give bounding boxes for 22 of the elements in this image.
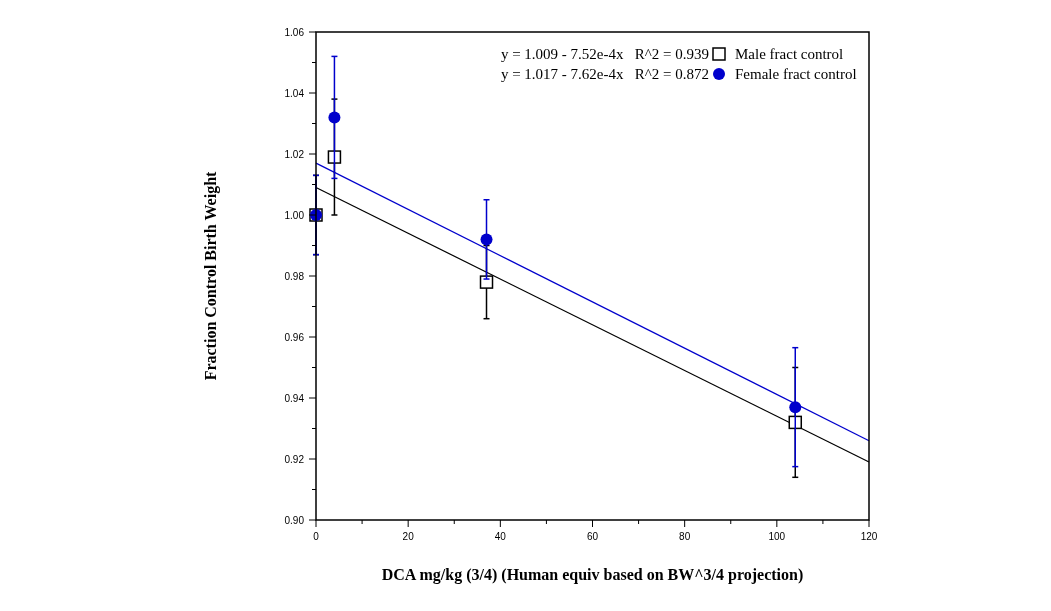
- y-tick-label: 1.04: [284, 87, 305, 99]
- y-tick-label: 0.94: [284, 392, 305, 404]
- x-tick-label: 120: [860, 531, 878, 542]
- x-tick-label: 20: [402, 531, 415, 542]
- legend-label: Male fract control: [735, 46, 844, 62]
- legend-label: Female fract control: [735, 66, 857, 82]
- y-tick-label: 0.90: [284, 514, 305, 526]
- y-tick-label: 0.92: [284, 453, 305, 465]
- y-tick-label: 1.00: [284, 209, 305, 221]
- x-tick-label: 80: [679, 531, 691, 542]
- x-tick-label: 0: [313, 531, 320, 542]
- x-tick-label: 100: [768, 531, 786, 542]
- y-axis-title: Fraction Control Birth Weight: [202, 170, 220, 381]
- x-tick-label: 60: [586, 531, 599, 542]
- y-tick-label: 0.98: [284, 270, 305, 282]
- x-axis-title: DCA mg/kg (3/4) (Human equiv based on BW^3/4 projection): [381, 566, 804, 584]
- y-tick-label: 0.96: [284, 331, 305, 343]
- y-tick-label: 1.06: [284, 26, 305, 38]
- x-tick-label: 40: [494, 531, 507, 542]
- y-tick-label: 1.02: [284, 148, 305, 160]
- annotation: y = 1.009 - 7.52e-4x R^2 = 0.939: [500, 46, 709, 62]
- annotation: y = 1.017 - 7.62e-4x R^2 = 0.872: [500, 66, 709, 82]
